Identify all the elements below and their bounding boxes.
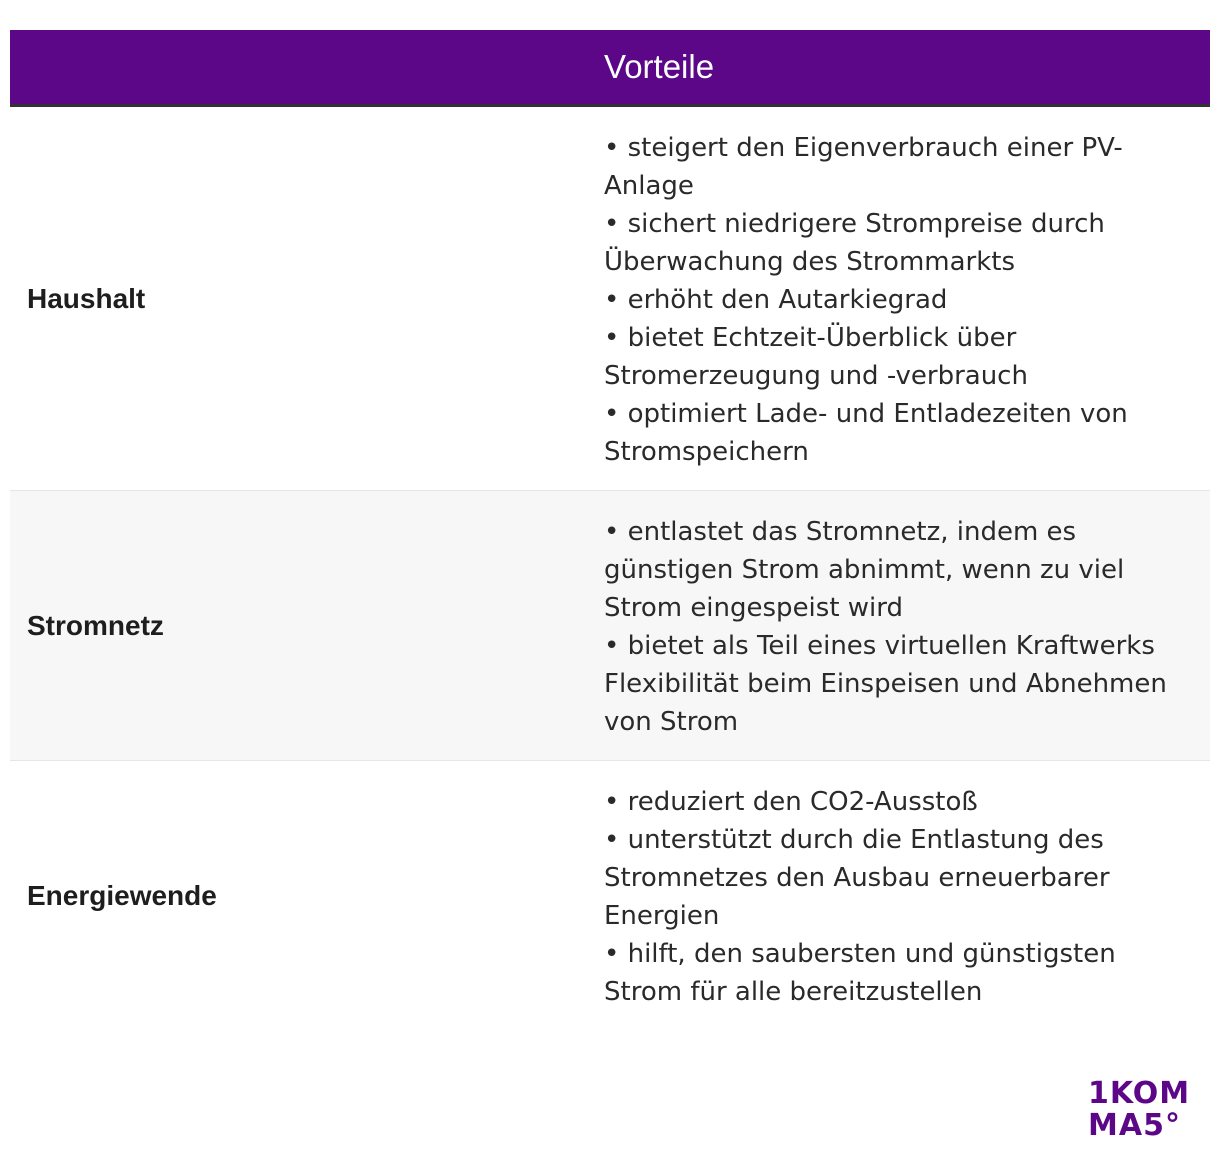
benefit-item: • steigert den Eigenverbrauch einer PV-A… (604, 133, 1123, 201)
table-row: Energiewende • reduziert den CO2-Ausstoß… (10, 761, 1210, 1031)
row-label: Stromnetz (27, 609, 164, 641)
benefits-cell: • reduziert den CO2-Ausstoß • unterstütz… (604, 783, 1194, 1011)
table-header: Vorteile (10, 30, 1210, 107)
benefits-cell: • entlastet das Stromnetz, indem es güns… (604, 513, 1194, 741)
benefit-item: • sichert niedrigere Strompreise durch Ü… (604, 209, 1105, 277)
benefit-item: • erhöht den Autarkiegrad (604, 285, 948, 315)
brand-logo: 1KOM MA5° (1088, 1078, 1190, 1142)
benefit-item: • hilft, den saubersten und günstigsten … (604, 939, 1116, 1007)
row-label: Haushalt (27, 282, 146, 314)
benefit-item: • optimiert Lade- und Entladezeiten von … (604, 399, 1128, 467)
logo-line-2: MA5° (1088, 1108, 1181, 1143)
table-row: Haushalt • steigert den Eigenverbrauch e… (10, 107, 1210, 491)
benefits-table: Vorteile Haushalt • steigert den Eigenve… (10, 30, 1210, 1031)
benefit-item: • reduziert den CO2-Ausstoß (604, 787, 978, 817)
logo-line-1: 1KOM (1088, 1076, 1191, 1111)
benefit-item: • unterstützt durch die Entlastung des S… (604, 825, 1110, 931)
benefit-item: • bietet Echtzeit-Überblick über Stromer… (604, 323, 1028, 391)
row-label: Energiewende (27, 880, 217, 911)
table-row: Stromnetz • entlastet das Stromnetz, ind… (10, 491, 1210, 761)
benefit-item: • bietet als Teil eines virtuellen Kraft… (604, 631, 1167, 737)
benefit-item: • entlastet das Stromnetz, indem es güns… (604, 517, 1125, 623)
benefits-cell: • steigert den Eigenverbrauch einer PV-A… (604, 129, 1194, 471)
column-header-vorteile: Vorteile (604, 48, 715, 85)
